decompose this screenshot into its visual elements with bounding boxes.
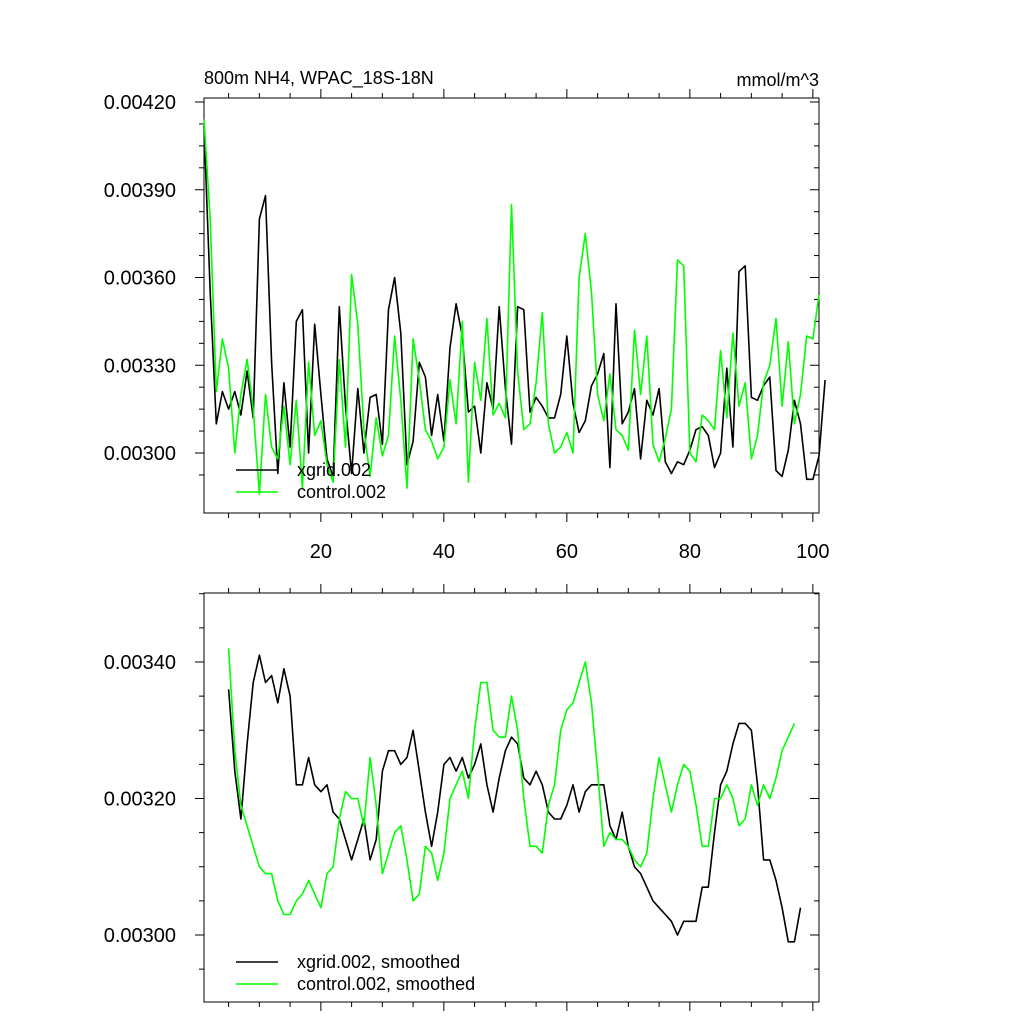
legend-label: control.002, smoothed xyxy=(297,974,475,994)
x-tick-label: 80 xyxy=(679,541,701,563)
legend-label: control.002 xyxy=(297,482,386,502)
x-tick-label: 100 xyxy=(796,541,829,563)
y-tick-label: 0.00330 xyxy=(104,355,176,377)
y-tick-label: 0.00320 xyxy=(104,789,176,811)
legend-label: xgrid.002 xyxy=(297,460,371,480)
plot-frame xyxy=(203,592,820,1003)
y-tick-label: 0.00390 xyxy=(104,180,176,202)
legend-label: xgrid.002, smoothed xyxy=(297,952,460,972)
y-tick-label: 0.00300 xyxy=(104,925,176,947)
units-label: mmol/m^3 xyxy=(737,70,819,90)
series-line-control xyxy=(227,648,796,916)
y-tick-label: 0.00340 xyxy=(104,652,176,674)
y-tick-label: 0.00360 xyxy=(104,268,176,290)
x-tick-label: 40 xyxy=(433,541,455,563)
x-tick-label: 20 xyxy=(310,541,332,563)
x-tick-label: 60 xyxy=(556,541,578,563)
series-line-xgrid xyxy=(203,125,826,481)
plot-frame xyxy=(203,97,820,514)
plot-title: 800m NH4, WPAC_18S-18N xyxy=(204,68,434,89)
y-tick-label: 0.00300 xyxy=(104,443,176,465)
series-line-control xyxy=(203,119,820,495)
smoothed-panel: 0.00340 0.00320 0.00300 xgrid.002, smoothed… xyxy=(104,584,820,1011)
y-tick-label: 0.00420 xyxy=(104,92,176,114)
series-line-xgrid xyxy=(227,654,802,943)
raw-panel: 20 40 60 80 100 0.00420 0.00390 0.00360 0.00330 0… xyxy=(104,89,830,563)
